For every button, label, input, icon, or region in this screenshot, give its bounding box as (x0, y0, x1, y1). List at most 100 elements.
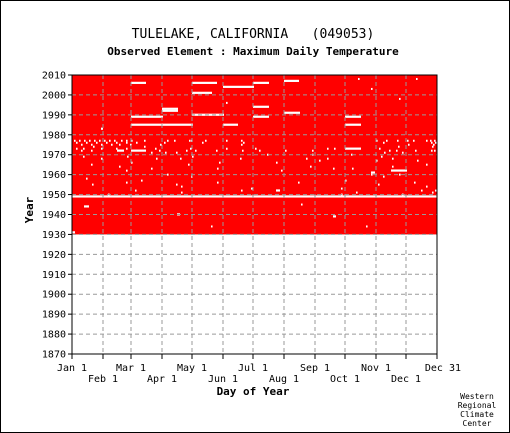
missing-point (205, 139, 207, 142)
missing-point (383, 175, 385, 178)
missing-segment (192, 81, 217, 84)
missing-point (333, 167, 335, 170)
missing-point (144, 139, 146, 142)
missing-point (81, 143, 83, 146)
missing-point (119, 165, 121, 168)
missing-segment (117, 149, 124, 152)
missing-point (415, 149, 417, 152)
missing-segment (72, 195, 437, 198)
y-tick-label: 1970 (42, 150, 66, 161)
missing-point (241, 189, 243, 192)
missing-point (381, 155, 383, 158)
missing-point (416, 77, 418, 80)
missing-point (92, 183, 94, 186)
grid-layer (72, 75, 437, 354)
missing-point (79, 139, 81, 142)
missing-point (116, 141, 118, 144)
missing-segment (223, 85, 254, 88)
missing-point (327, 147, 329, 150)
missing-point (130, 143, 132, 146)
missing-segment (276, 189, 280, 192)
missing-segment (223, 123, 238, 126)
missing-point (226, 101, 228, 104)
missing-point (141, 179, 143, 182)
missing-point (241, 139, 243, 142)
x-tick-label: Dec 1 (391, 374, 421, 385)
y-tick-label: 1950 (42, 190, 66, 201)
x-tick-label: Mar 1 (116, 363, 146, 374)
missing-point (180, 157, 182, 160)
missing-point (398, 145, 400, 148)
missing-point (376, 159, 378, 162)
x-tick-label: Jun 1 (208, 374, 238, 385)
missing-point (371, 173, 373, 176)
missing-segment (345, 123, 361, 126)
missing-segment (72, 231, 75, 234)
missing-point (91, 163, 93, 166)
wrcc-credit: Western Regional Climate Center (458, 392, 497, 428)
missing-point (426, 163, 428, 166)
missing-point (190, 147, 192, 150)
missing-segment (333, 215, 336, 218)
missing-point (116, 147, 118, 150)
missing-segment (84, 205, 89, 208)
missing-point (376, 139, 378, 142)
missing-segment (131, 81, 146, 84)
missing-segment (284, 111, 300, 114)
missing-point (226, 139, 228, 142)
missing-point (431, 141, 433, 144)
missing-point (392, 157, 394, 160)
missing-point (101, 143, 103, 146)
missing-point (281, 169, 283, 172)
missing-point (431, 149, 433, 152)
y-tick-label: 2000 (42, 90, 66, 101)
x-tick-label: Dec 31 (425, 363, 461, 374)
y-tick-label: 1990 (42, 110, 66, 121)
missing-point (81, 149, 83, 152)
missing-point (435, 189, 437, 192)
missing-point (167, 139, 169, 142)
missing-point (188, 163, 190, 166)
missing-point (421, 189, 423, 192)
x-tick-label: Apr 1 (147, 374, 177, 385)
missing-point (164, 141, 166, 144)
y-tick-label: 1920 (42, 250, 66, 261)
y-tick-label: 1940 (42, 210, 66, 221)
missing-segment (162, 123, 193, 126)
chart-subtitle: Observed Element : Maximum Daily Tempera… (107, 45, 399, 58)
missing-point (144, 145, 146, 148)
missing-point (84, 139, 86, 142)
missing-point (217, 181, 219, 184)
missing-point (356, 191, 358, 194)
missing-point (433, 143, 435, 146)
missing-point (126, 169, 128, 172)
missing-segment (162, 109, 178, 112)
missing-point (386, 139, 388, 142)
missing-point (417, 159, 419, 162)
y-tick-label: 1910 (42, 270, 66, 281)
missing-point (156, 157, 158, 160)
y-tick-label: 1900 (42, 290, 66, 301)
y-tick-label: 1880 (42, 330, 66, 341)
missing-point (181, 185, 183, 188)
missing-point (327, 157, 329, 160)
missing-point (86, 141, 88, 144)
missing-point (219, 161, 221, 164)
x-axis-title: Day of Year (217, 385, 290, 398)
missing-segment (101, 127, 103, 130)
missing-point (240, 157, 242, 160)
missing-point (399, 173, 401, 176)
missing-point (99, 139, 101, 142)
missing-point (414, 181, 416, 184)
missing-point (83, 147, 85, 150)
missing-point (402, 151, 404, 154)
missing-point (255, 147, 257, 150)
missing-segment (253, 115, 269, 118)
missing-point (76, 147, 78, 150)
y-axis: 1870 1880 1890 1900 1910 1920 1930 1940 1950 1960… (42, 71, 72, 361)
missing-point (96, 141, 98, 144)
missing-point (217, 167, 219, 170)
missing-point (101, 147, 103, 150)
missing-point (91, 149, 93, 152)
missing-point (126, 147, 128, 150)
